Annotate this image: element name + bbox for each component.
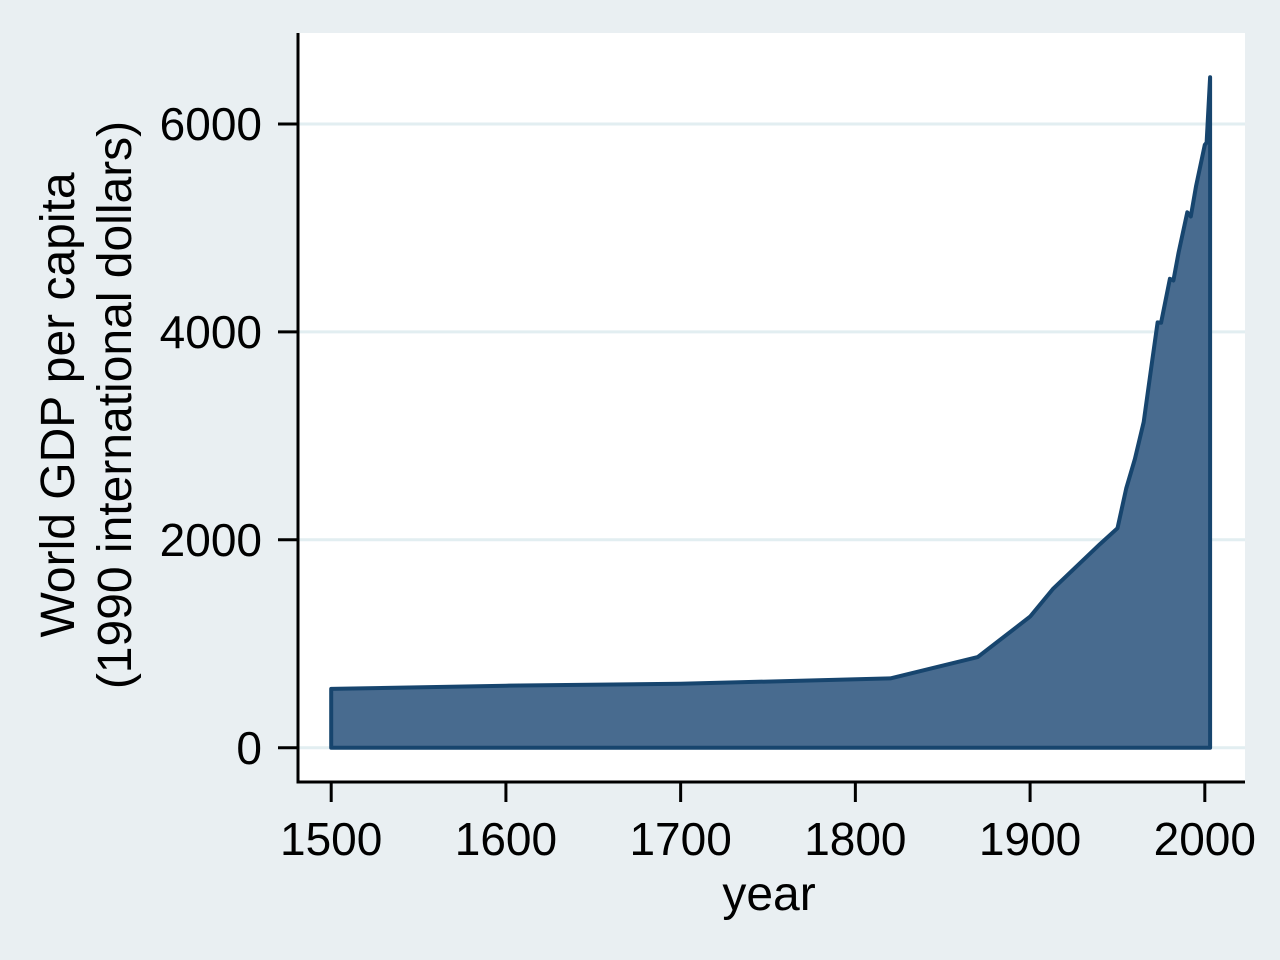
x-axis-title: year [722,868,816,921]
y-axis-title-line2: (1990 international dollars) [89,120,142,690]
x-tick-label-1700: 1700 [629,813,732,865]
x-tick-label-1600: 1600 [454,813,558,865]
y-axis-title-line1: World GDP per capita [32,172,85,638]
y-tick-label-0: 0 [236,721,262,774]
y-tick-label-6000: 6000 [159,97,262,150]
x-tick-label-1800: 1800 [804,813,907,865]
y-tick-label-2000: 2000 [159,513,262,566]
x-tick-label-1900: 1900 [978,813,1082,865]
x-tick-label-2000: 2000 [1153,813,1256,865]
area-series [329,75,1213,750]
x-tick-label-1500: 1500 [280,813,383,865]
y-tick-label-4000: 4000 [159,305,262,358]
y-axis-title: World GDP per capita (1990 international… [30,121,144,689]
